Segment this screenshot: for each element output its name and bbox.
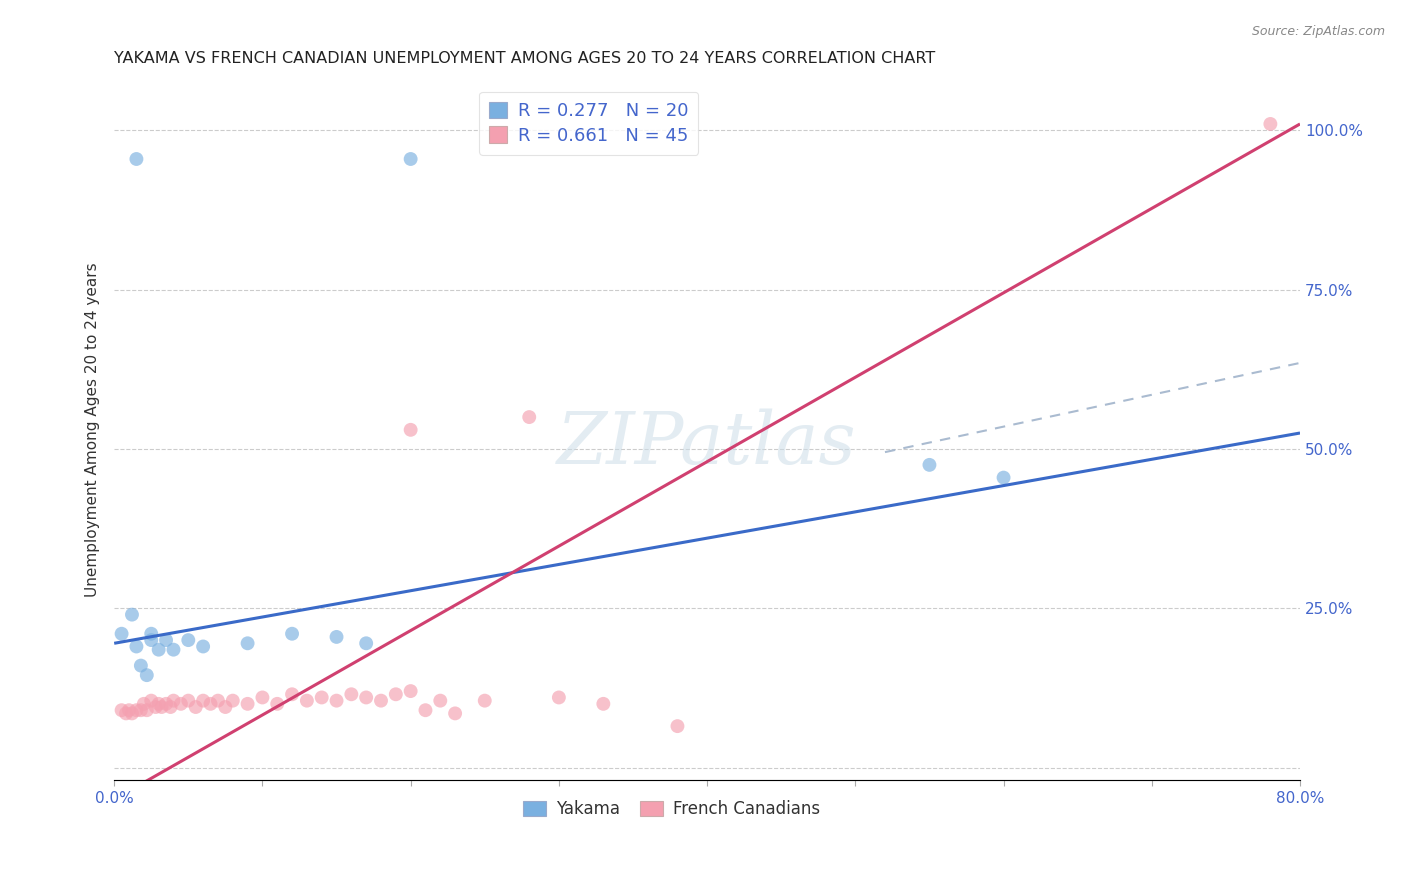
Point [135,703,157,717]
Point [592,697,614,711]
Point [155,633,177,648]
Point [141,626,163,640]
Point [141,633,163,648]
Point [370,693,392,707]
Point [110,703,132,717]
Point [148,642,170,657]
Point [177,693,200,707]
Point [281,687,304,701]
Point [148,697,170,711]
Point [666,719,689,733]
Point [1260,117,1282,131]
Point [121,607,143,622]
Y-axis label: Unemployment Among Ages 20 to 24 years: Unemployment Among Ages 20 to 24 years [86,262,100,597]
Point [340,687,363,701]
Point [125,703,148,717]
Point [141,693,163,707]
Point [444,706,467,721]
Text: Source: ZipAtlas.com: Source: ZipAtlas.com [1251,25,1385,38]
Point [118,703,141,717]
Point [252,690,274,705]
Point [162,693,184,707]
Point [266,697,288,711]
Point [121,706,143,721]
Point [517,410,540,425]
Point [200,697,222,711]
Point [295,693,318,707]
Point [325,630,347,644]
Point [191,693,214,707]
Point [474,693,496,707]
Point [162,642,184,657]
Point [214,700,236,714]
Point [155,697,177,711]
Point [354,690,377,705]
Point [354,636,377,650]
Point [415,703,437,717]
Point [547,690,569,705]
Point [170,697,193,711]
Point [177,633,200,648]
Point [145,700,167,714]
Point [115,706,138,721]
Point [236,636,259,650]
Point [191,640,214,654]
Point [222,693,245,707]
Text: YAKAMA VS FRENCH CANADIAN UNEMPLOYMENT AMONG AGES 20 TO 24 YEARS CORRELATION CHA: YAKAMA VS FRENCH CANADIAN UNEMPLOYMENT A… [114,51,935,66]
Point [311,690,333,705]
Text: ZIPatlas: ZIPatlas [557,409,856,479]
Point [281,626,304,640]
Point [236,697,259,711]
Point [993,470,1015,484]
Point [399,152,422,166]
Point [385,687,408,701]
Point [325,693,347,707]
Point [159,700,181,714]
Point [184,700,207,714]
Point [918,458,941,472]
Point [110,626,132,640]
Point [125,640,148,654]
Point [132,697,155,711]
Point [207,693,229,707]
Point [399,684,422,698]
Point [125,152,148,166]
Point [150,700,173,714]
Legend: Yakama, French Canadians: Yakama, French Canadians [516,793,827,824]
Point [399,423,422,437]
Point [135,668,157,682]
Point [129,658,152,673]
Point [129,703,152,717]
Point [429,693,451,707]
